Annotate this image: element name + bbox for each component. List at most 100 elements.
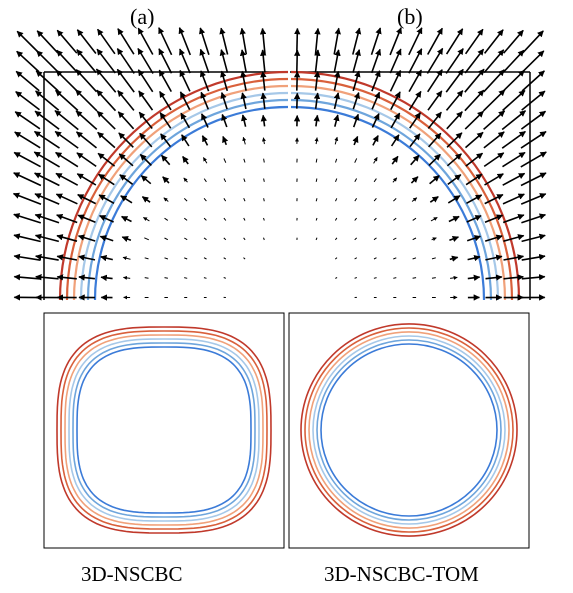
velocity-arrow: [243, 198, 246, 202]
velocity-arrow: [466, 214, 482, 223]
velocity-arrow: [315, 198, 318, 202]
velocity-arrow: [158, 48, 173, 74]
velocity-arrow: [412, 217, 417, 221]
velocity-arrow: [144, 257, 149, 260]
velocity-arrow: [223, 158, 227, 163]
velocity-arrow: [354, 277, 357, 279]
velocity-arrow: [16, 50, 40, 73]
velocity-arrow: [293, 70, 301, 91]
velocity-arrow: [409, 133, 421, 148]
velocity-arrow: [446, 153, 462, 167]
velocity-arrow: [484, 214, 504, 224]
velocity-arrow: [521, 50, 545, 73]
velocity-arrow: [485, 254, 503, 261]
velocity-arrow: [160, 154, 171, 166]
velocity-arrow: [313, 114, 320, 127]
velocity-arrow: [14, 131, 41, 149]
velocity-arrow: [54, 109, 79, 131]
velocity-arrow: [220, 91, 228, 110]
velocity-arrow: [203, 217, 207, 221]
velocity-arrow: [503, 234, 525, 242]
velocity-arrow: [240, 92, 247, 110]
velocity-arrow: [464, 48, 485, 74]
velocity-arrow: [411, 197, 418, 202]
right-ring-contour-6: [320, 343, 498, 517]
velocity-arrow: [260, 114, 268, 127]
velocity-arrow: [352, 27, 362, 55]
velocity-arrow-field: [12, 27, 547, 301]
velocity-arrow: [200, 91, 210, 110]
velocity-arrow: [223, 257, 227, 260]
velocity-arrow: [158, 27, 173, 56]
velocity-arrow: [390, 134, 400, 147]
velocity-arrow: [263, 198, 265, 202]
velocity-arrow: [199, 48, 210, 74]
velocity-arrow: [389, 69, 402, 92]
velocity-arrow: [521, 274, 546, 281]
right-ring-contour-2: [304, 327, 514, 533]
velocity-arrow: [483, 49, 505, 74]
velocity-arrow: [13, 151, 41, 168]
velocity-arrow: [99, 214, 114, 223]
velocity-arrow: [393, 198, 397, 202]
velocity-arrow: [352, 113, 360, 128]
velocity-arrow: [467, 254, 481, 262]
velocity-arrow: [521, 213, 547, 224]
velocity-arrow: [445, 90, 464, 111]
velocity-arrow: [54, 130, 79, 149]
velocity-arrow: [179, 48, 191, 74]
velocity-arrow: [76, 49, 97, 74]
velocity-arrow: [78, 274, 95, 281]
velocity-arrow: [389, 27, 402, 56]
velocity-arrow: [393, 237, 397, 241]
velocity-arrow: [521, 70, 545, 92]
velocity-arrow: [447, 174, 462, 186]
velocity-arrow: [220, 70, 229, 92]
velocity-arrow: [199, 27, 210, 55]
velocity-arrow: [163, 197, 169, 202]
velocity-arrow: [184, 277, 188, 279]
velocity-arrow: [77, 193, 97, 205]
velocity-arrow: [412, 237, 417, 241]
velocity-arrow: [315, 178, 318, 182]
velocity-arrow: [77, 214, 96, 224]
velocity-arrow: [14, 111, 41, 130]
velocity-arrow: [371, 70, 381, 92]
velocity-arrow: [483, 29, 504, 54]
velocity-arrow: [141, 196, 151, 203]
velocity-arrow: [315, 237, 318, 241]
velocity-arrow: [76, 152, 97, 168]
velocity-arrow: [448, 215, 460, 223]
velocity-arrow: [447, 195, 461, 204]
velocity-arrow: [34, 213, 60, 224]
panel-a-label: (a): [130, 4, 155, 29]
velocity-arrow: [464, 110, 484, 130]
velocity-arrow: [313, 70, 321, 91]
velocity-arrow: [482, 89, 506, 112]
velocity-arrow: [15, 90, 40, 111]
velocity-arrow: [180, 112, 191, 129]
velocity-arrow: [260, 92, 267, 109]
velocity-arrow: [144, 277, 149, 279]
left-contour-arc-1: [58, 70, 289, 301]
velocity-arrow: [354, 257, 358, 260]
velocity-arrow: [389, 48, 402, 74]
velocity-arrow: [408, 48, 423, 74]
velocity-arrow: [96, 28, 116, 55]
velocity-arrow: [293, 49, 301, 73]
velocity-arrow: [200, 113, 209, 128]
velocity-arrow: [55, 89, 79, 112]
velocity-arrow: [202, 157, 208, 164]
velocity-arrow: [335, 198, 338, 202]
velocity-arrow: [55, 151, 79, 168]
velocity-arrow: [426, 47, 444, 74]
velocity-arrow: [35, 253, 59, 261]
velocity-arrow: [36, 50, 59, 73]
velocity-arrow: [203, 197, 207, 202]
velocity-arrow: [521, 90, 546, 111]
velocity-arrow: [160, 133, 172, 148]
velocity-arrow: [55, 69, 79, 92]
velocity-arrow: [450, 275, 458, 280]
velocity-arrow: [315, 158, 318, 163]
velocity-arrow: [162, 176, 170, 184]
